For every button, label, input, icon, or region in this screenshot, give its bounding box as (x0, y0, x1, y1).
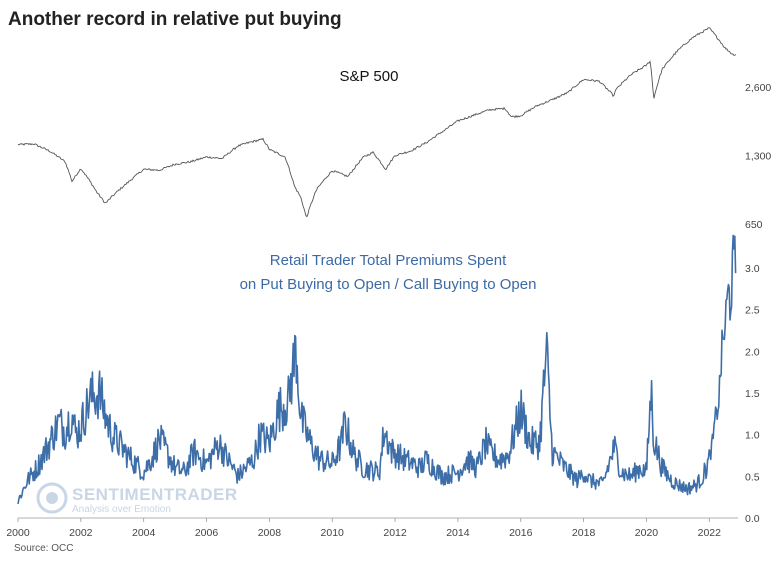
ratio-y-tick-label: 1.0 (745, 430, 760, 442)
sp500-series-line (17, 27, 737, 218)
watermark-brand: SENTIMENTRADER (72, 485, 238, 504)
ratio-y-tick-label: 0.0 (745, 513, 760, 525)
chart-title: Another record in relative put buying (8, 9, 342, 30)
watermark-logo-icon (36, 482, 68, 514)
x-tick-label: 2012 (383, 527, 407, 539)
source-note: Source: OCC (14, 543, 73, 554)
ratio-series-line (17, 234, 737, 505)
ratio-y-tick-label: 0.5 (745, 471, 760, 483)
x-tick-label: 2000 (6, 527, 30, 539)
x-tick-label: 2016 (509, 527, 533, 539)
ratio-label-line-2: on Put Buying to Open / Call Buying to O… (240, 276, 537, 293)
sp500-y-axis: 650 1,300 2,600 (745, 82, 771, 231)
x-tick-label: 2022 (698, 527, 722, 539)
x-tick-label: 2002 (69, 527, 93, 539)
ratio-y-tick-label: 2.5 (745, 305, 760, 317)
x-tick-label: 2014 (446, 527, 470, 539)
x-axis: 2000 2002 2004 2006 2008 2010 2012 2014 2016 2018… (6, 518, 721, 539)
watermark: SENTIMENTRADER Analysis over Emotion (36, 482, 238, 515)
sp500-label: S&P 500 (340, 68, 399, 85)
ratio-y-tick-label: 2.0 (745, 346, 760, 358)
sp500-y-tick-label: 2,600 (745, 82, 771, 94)
x-tick-label: 2008 (258, 527, 282, 539)
x-tick-label: 2020 (635, 527, 659, 539)
x-tick-label: 2006 (195, 527, 219, 539)
watermark-tagline: Analysis over Emotion (72, 504, 171, 515)
ratio-y-tick-label: 3.0 (745, 263, 760, 275)
ratio-y-tick-label: 1.5 (745, 388, 760, 400)
sp500-y-tick-label: 650 (745, 219, 763, 231)
x-tick-label: 2010 (321, 527, 345, 539)
ratio-y-axis: 0.0 0.5 1.0 1.5 2.0 2.5 3.0 (745, 263, 760, 525)
x-tick-label: 2004 (132, 527, 156, 539)
x-tick-label: 2018 (572, 527, 596, 539)
ratio-label-line-1: Retail Trader Total Premiums Spent (270, 252, 507, 269)
sp500-y-tick-label: 1,300 (745, 150, 771, 162)
